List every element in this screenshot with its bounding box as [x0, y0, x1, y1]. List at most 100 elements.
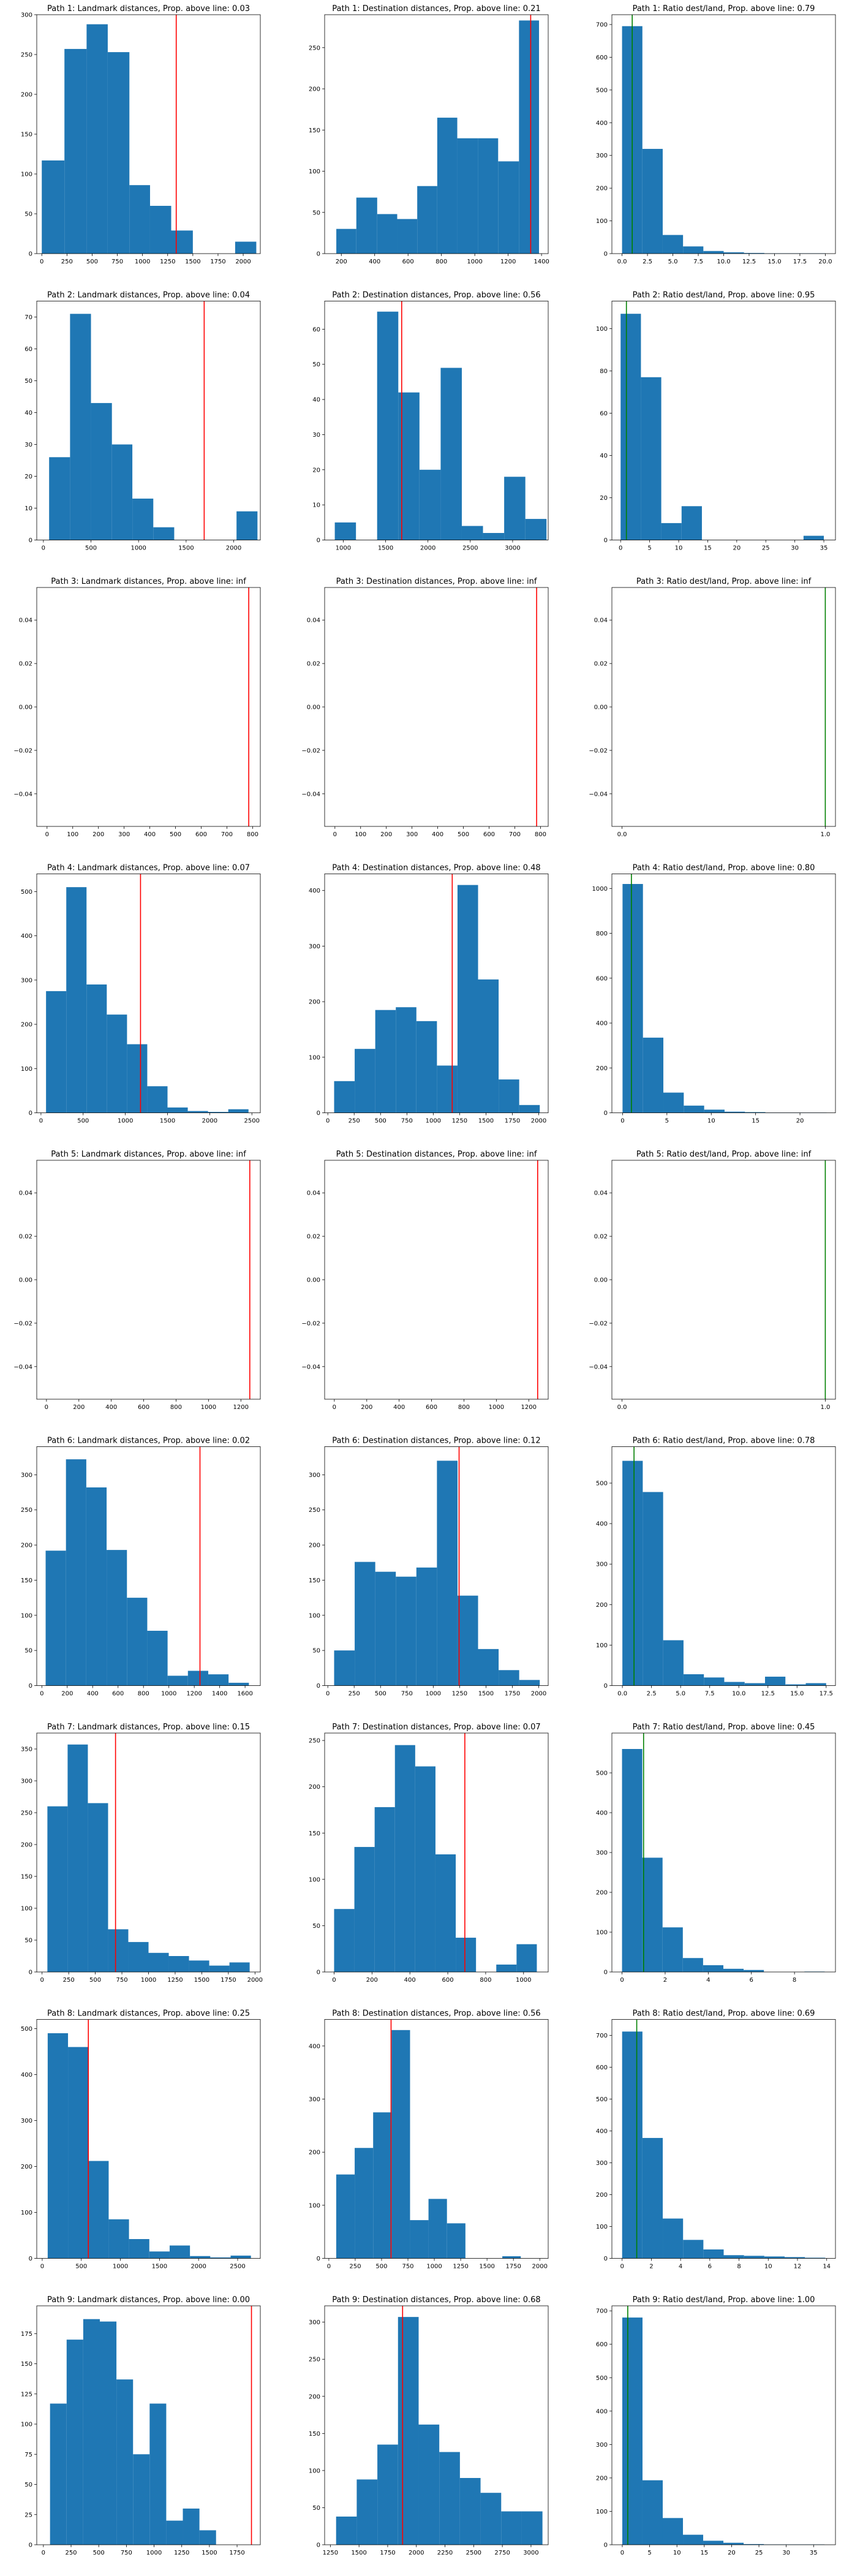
y-tick-label: 0 — [317, 251, 320, 258]
x-tick-label: 400 — [393, 1404, 405, 1411]
x-tick-label: 0.0 — [617, 831, 627, 838]
histogram-bar — [356, 197, 377, 254]
axes-frame — [36, 2019, 261, 2259]
histogram-bar — [478, 1649, 499, 1686]
histogram-bar — [355, 1049, 375, 1113]
x-tick-label: 1200 — [521, 1404, 537, 1411]
histogram-bar — [228, 1682, 249, 1686]
y-tick-label: −0.02 — [13, 747, 32, 754]
histogram-bar — [86, 24, 108, 254]
y-tick-label: 400 — [21, 933, 32, 940]
x-tick-label: 500 — [77, 1118, 89, 1125]
histogram-bar — [149, 2403, 167, 2545]
x-tick-label: 1000 — [426, 2264, 442, 2270]
y-tick-label: 60 — [600, 410, 608, 417]
y-tick-label: 100 — [596, 326, 608, 333]
histogram-bar — [439, 2452, 460, 2545]
histogram-bar — [107, 1014, 127, 1113]
subplot-title: Path 2: Destination distances, Prop. abo… — [332, 291, 540, 300]
histogram-bar — [642, 1857, 663, 1972]
x-tick-label: 0 — [326, 1691, 330, 1698]
histogram-bar — [190, 2256, 211, 2259]
histogram-bar — [504, 477, 526, 540]
x-tick-label: 0.0 — [617, 259, 627, 265]
x-tick-label: 600 — [112, 1691, 124, 1698]
x-tick-label: 1250 — [452, 1118, 467, 1125]
x-tick-label: 6 — [750, 1977, 753, 1984]
y-tick-label: 50 — [25, 211, 32, 218]
y-tick-label: 100 — [596, 218, 608, 225]
x-tick-label: 250 — [349, 1691, 360, 1698]
subplot-title: Path 1: Destination distances, Prop. abo… — [332, 4, 540, 13]
x-tick-label: 8 — [793, 1977, 796, 1984]
y-tick-label: 20 — [25, 474, 32, 480]
x-tick-label: 750 — [111, 259, 123, 265]
x-tick-label: 0 — [45, 1404, 48, 1411]
y-tick-label: 0 — [604, 2256, 608, 2262]
x-tick-label: 1500 — [185, 259, 200, 265]
y-tick-label: 100 — [21, 1612, 32, 1619]
histogram-bar — [230, 2256, 251, 2259]
histogram-bar — [356, 2479, 378, 2545]
y-tick-label: 500 — [596, 1770, 608, 1777]
x-tick-label: 30 — [791, 545, 799, 552]
histogram-bar — [642, 149, 663, 254]
subplot-title: Path 7: Ratio dest/land, Prop. above lin… — [633, 1723, 815, 1732]
x-tick-label: 35 — [820, 545, 828, 552]
histogram-bar — [66, 887, 87, 1113]
histogram-bar — [744, 1970, 764, 1972]
y-tick-label: 100 — [309, 168, 320, 175]
x-tick-label: 400 — [404, 1977, 416, 1984]
x-tick-label: 0 — [332, 1977, 336, 1984]
histogram-bar — [108, 1929, 129, 1972]
x-tick-label: 1000 — [135, 259, 150, 265]
histogram-bar — [516, 1944, 537, 1972]
x-tick-label: 1750 — [210, 259, 225, 265]
histogram-bar — [70, 314, 91, 540]
y-tick-label: 80 — [600, 368, 608, 375]
y-tick-label: 200 — [309, 86, 320, 93]
histogram-bar — [210, 2257, 231, 2259]
x-tick-label: 600 — [442, 1977, 454, 1984]
x-tick-label: 2000 — [531, 1691, 546, 1698]
y-tick-label: −0.02 — [13, 1320, 32, 1327]
axes-frame — [611, 1160, 836, 1400]
y-tick-label: −0.04 — [13, 791, 32, 798]
histogram-bar — [99, 2321, 117, 2545]
x-tick-label: 600 — [483, 831, 495, 838]
histogram-bar — [724, 1682, 745, 1686]
y-tick-label: 150 — [309, 2431, 320, 2438]
y-tick-label: 0.04 — [307, 1190, 320, 1197]
x-tick-label: 3000 — [523, 2550, 538, 2556]
histogram-bar — [398, 2317, 419, 2545]
x-tick-label: 15 — [704, 545, 712, 552]
y-tick-label: 200 — [21, 1543, 32, 1549]
histogram-bar — [459, 2477, 481, 2545]
y-tick-label: 1000 — [592, 886, 608, 893]
y-tick-label: 600 — [596, 55, 608, 61]
y-tick-label: 400 — [309, 888, 320, 894]
y-tick-label: 0 — [29, 251, 32, 258]
histogram-bar — [663, 1640, 684, 1686]
histogram-bar — [662, 1927, 683, 1972]
plot-area — [622, 2306, 825, 2545]
histogram-bar — [662, 235, 684, 254]
histogram-bar — [416, 1567, 437, 1686]
histogram-bar — [410, 2220, 429, 2259]
subplot-23: 0 250 500 750 1000 1250 1500 1750 2000 0 100 200 300… — [309, 2009, 549, 2270]
plot-area — [45, 1446, 249, 1686]
histogram-bar — [47, 1806, 68, 1972]
histogram-bar — [334, 1650, 355, 1686]
x-tick-label: 500 — [170, 831, 181, 838]
histogram-bar — [235, 241, 257, 254]
histogram-bar — [525, 519, 547, 540]
x-tick-label: 1000 — [426, 1691, 441, 1698]
y-tick-label: 0 — [317, 2256, 320, 2262]
x-tick-label: 1600 — [237, 1691, 252, 1698]
histogram-bar — [127, 1044, 148, 1113]
x-tick-label: 500 — [375, 2264, 387, 2270]
histogram-bar — [483, 533, 505, 540]
x-tick-label: 1750 — [505, 1118, 520, 1125]
axes-frame — [36, 1446, 261, 1686]
histogram-bar — [622, 2317, 643, 2545]
